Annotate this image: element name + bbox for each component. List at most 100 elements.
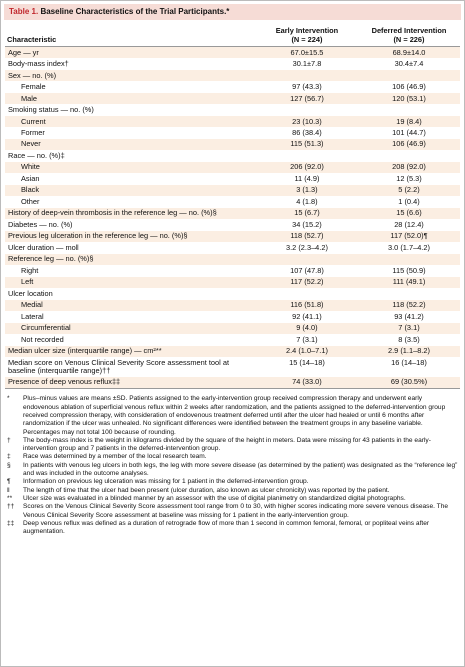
table-row: Median score on Venous Clinical Severity… (5, 357, 460, 377)
footnote: ‖ The length of time that the ulcer had b… (7, 487, 458, 495)
row-label: Previous leg ulceration in the reference… (5, 230, 256, 243)
cell (357, 253, 460, 266)
table-row: Lateral 92 (41.1) 93 (41.2) (5, 311, 460, 322)
cell: 86 (38.4) (292, 127, 322, 137)
table-row: Male 127 (56.7) 120 (53.1) (5, 92, 460, 105)
cell: 30.4±7.4 (394, 59, 424, 69)
cell (256, 104, 358, 115)
cell: 34 (15.2) (292, 219, 322, 229)
table-row: Not recorded 7 (3.1) 8 (3.5) (5, 334, 460, 345)
footnote-symbol: * (7, 395, 10, 403)
table-row: Never 115 (51.3) 106 (46.9) (5, 138, 460, 151)
footnote: ‡ Race was determined by a member of the … (7, 453, 458, 461)
footnote: †† Scores on the Venous Clinical Severity… (7, 503, 458, 520)
column-header: Early Intervention (N = 224) (255, 20, 358, 47)
column-header: Deferred Intervention (N = 226) (357, 20, 460, 47)
cell: 116 (51.8) (255, 299, 358, 312)
footnote-symbol: ‡ (7, 453, 11, 461)
title-bar: Table 1. Baseline Characteristics of the… (4, 4, 461, 20)
cell: 15 (14–18) (289, 357, 325, 367)
cell: 67.0±15.5 (255, 46, 358, 59)
table-title: Baseline Characteristics of the Trial Pa… (40, 7, 230, 16)
row-label: Left (5, 276, 256, 289)
table-row: Previous leg ulceration in the reference… (5, 230, 460, 243)
cell: 7 (3.1) (296, 334, 318, 344)
column-name: Characteristic (7, 35, 57, 44)
footnote-text: Race was determined by a member of the l… (23, 453, 207, 461)
row-label: Male (5, 92, 256, 105)
cell: 92 (41.1) (292, 311, 322, 321)
row-label: Other (21, 196, 40, 206)
row-label: Race — no. (%)‡ (8, 150, 65, 160)
table-row: History of deep-vein thrombosis in the r… (5, 207, 460, 220)
column-n: (N = 224) (291, 35, 323, 44)
row-label: Presence of deep venous reflux‡‡ (5, 376, 256, 390)
row-label: Circumferential (5, 322, 256, 335)
cell (357, 69, 460, 82)
cell: 97 (43.3) (292, 82, 322, 92)
cell: 23 (10.3) (255, 115, 358, 128)
cell: 107 (47.8) (290, 265, 324, 275)
cell (255, 69, 358, 82)
cell: 4 (1.8) (296, 196, 318, 206)
footnote-symbol: † (7, 436, 11, 444)
row-label: Right (21, 265, 39, 275)
row-label: Current (5, 115, 256, 128)
cell: 69 (30.5%) (357, 376, 460, 390)
cell: 101 (44.7) (392, 127, 426, 137)
cell: 30.1±7.8 (292, 59, 322, 69)
row-label: Not recorded (21, 334, 64, 344)
table-row: Presence of deep venous reflux‡‡ 74 (33.0… (5, 376, 460, 390)
footnote: † The body-mass index is the weight in ki… (7, 437, 458, 454)
cell: 93 (41.2) (394, 311, 424, 321)
row-label: Former (21, 127, 45, 137)
column-name: Deferred Intervention (371, 26, 447, 35)
footnote-symbol: †† (7, 503, 15, 511)
cell: 106 (46.9) (357, 138, 460, 151)
row-label: Black (5, 184, 256, 197)
footnote: § In patients with venous leg ulcers in b… (7, 462, 458, 479)
cell: 68.9±14.0 (357, 46, 460, 59)
cell (256, 288, 358, 299)
row-label: Medial (5, 299, 256, 312)
cell (255, 253, 358, 266)
cell: 3 (1.3) (255, 184, 358, 197)
table-row: Circumferential 9 (4.0) 7 (3.1) (5, 322, 460, 335)
cell: 7 (3.1) (357, 322, 460, 335)
row-label: Reference leg — no. (%)§ (5, 253, 256, 266)
table-row: Medial 116 (51.8) 118 (52.2) (5, 299, 460, 312)
footnote: * Plus–minus values are means ±SD. Patien… (7, 395, 458, 436)
table-row: Other 4 (1.8) 1 (0.4) (5, 196, 460, 207)
row-label: Body-mass index† (8, 59, 69, 69)
cell: 3.2 (2.3–4.2) (286, 242, 328, 252)
row-label: Asian (21, 173, 40, 183)
table-row: Median ulcer size (interquartile range) … (5, 345, 460, 358)
row-label: Median ulcer size (interquartile range) … (5, 345, 256, 358)
cell: 15 (6.7) (255, 207, 358, 220)
footnote: ¶ Information on previous leg ulceration … (7, 478, 458, 486)
row-label: Diabetes — no. (%) (8, 219, 73, 229)
table: Characteristic Early Intervention (N = 224… (5, 20, 460, 390)
cell (256, 150, 358, 161)
table-row: Smoking status — no. (%) (5, 104, 460, 115)
cell: 206 (92.0) (255, 161, 358, 174)
cell: 2.9 (1.1–8.2) (357, 345, 460, 358)
table-row: Body-mass index† 30.1±7.8 30.4±7.4 (5, 58, 460, 69)
cell: 19 (8.4) (357, 115, 460, 128)
table-row: Current 23 (10.3) 19 (8.4) (5, 115, 460, 128)
row-label: Female (21, 82, 46, 92)
table-row: Race — no. (%)‡ (5, 150, 460, 161)
cell: 106 (46.9) (392, 82, 426, 92)
row-label: Smoking status — no. (%) (8, 105, 94, 115)
table-row: Sex — no. (%) (5, 69, 460, 82)
footnote-text: Ulcer size was evaluated in a blinded ma… (23, 494, 406, 502)
row-label: Median score on Venous Clinical Severity… (8, 357, 230, 375)
footnote-text: The body-mass index is the weight in kil… (23, 436, 431, 453)
column-name: Early Intervention (275, 26, 339, 35)
table-row: Diabetes — no. (%) 34 (15.2) 28 (12.4) (5, 219, 460, 230)
footnote-symbol: ‖ (7, 486, 10, 494)
table-row: Left 117 (52.2) 111 (49.1) (5, 276, 460, 289)
column-header: Characteristic (5, 20, 256, 47)
footnote-text: Scores on the Venous Clinical Severity S… (23, 503, 449, 519)
